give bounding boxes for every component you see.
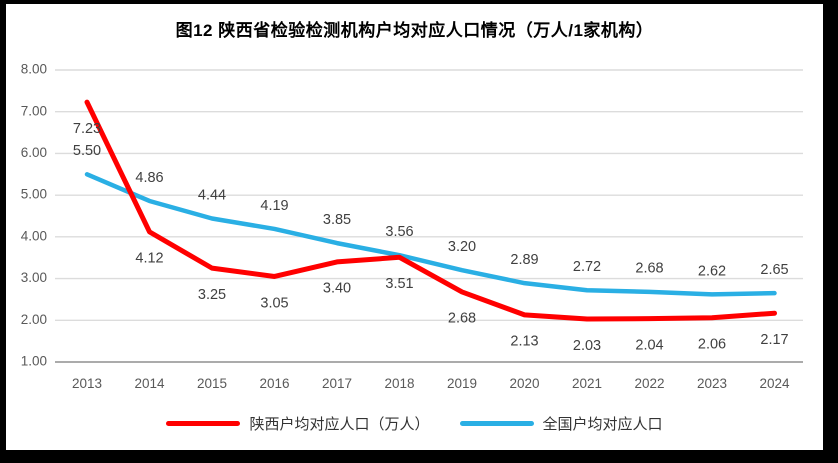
legend-item-national: 全国户均对应人口 [459,413,663,434]
legend-label-national: 全国户均对应人口 [542,415,663,433]
data-label-shaanxi: 2.03 [573,338,601,354]
y-tick-label: 7.00 [21,103,47,118]
chart-legend: 陕西户均对应人口（万人） 全国户均对应人口 [6,410,823,436]
x-tick-label: 2023 [697,376,727,391]
series-line-national [84,172,777,297]
x-tick-label: 2016 [259,376,289,391]
data-label-shaanxi: 3.40 [323,281,351,297]
x-tick-label: 2024 [759,376,790,391]
data-label-national: 2.72 [573,259,601,275]
data-label-national: 3.20 [448,239,476,255]
data-label-shaanxi: 3.51 [385,276,413,292]
data-label-shaanxi: 3.05 [260,295,288,311]
data-label-shaanxi: 2.06 [698,337,726,353]
data-label-shaanxi: 2.17 [760,332,788,348]
data-label-national: 4.19 [260,198,288,214]
y-tick-label: 6.00 [21,145,47,160]
data-label-national: 2.89 [510,252,538,268]
data-label-shaanxi: 7.23 [73,121,101,137]
x-tick-label: 2020 [509,376,539,391]
y-tick-label: 2.00 [21,312,47,327]
series-line-shaanxi [84,99,777,322]
data-label-national: 2.68 [635,261,663,277]
x-tick-label: 2014 [134,376,165,391]
y-tick-label: 5.00 [21,187,47,202]
x-tick-label: 2019 [447,376,477,391]
data-label-national: 2.65 [760,262,788,278]
legend-line-swatch-shaanxi [166,420,241,426]
data-label-national: 4.44 [198,187,226,203]
data-label-shaanxi: 2.04 [635,337,663,353]
x-tick-label: 2017 [322,376,352,391]
y-tick-label: 3.00 [21,270,47,285]
x-tick-label: 2021 [572,376,602,391]
chart-canvas [6,4,823,450]
data-label-national: 4.86 [135,170,163,186]
x-tick-label: 2022 [634,376,664,391]
data-label-national: 2.62 [698,263,726,279]
data-label-shaanxi: 2.13 [510,334,538,350]
data-label-shaanxi: 2.68 [448,311,476,327]
data-label-national: 3.56 [385,224,413,240]
data-label-national: 5.50 [73,143,101,159]
x-tick-label: 2015 [197,376,227,391]
data-label-shaanxi: 3.25 [198,287,226,303]
data-label-shaanxi: 4.12 [135,251,163,267]
data-label-national: 3.85 [323,212,351,228]
legend-line-swatch-national [459,420,534,426]
legend-label-shaanxi: 陕西户均对应人口（万人） [249,415,430,433]
x-tick-label: 2013 [72,376,102,391]
x-tick-label: 2018 [384,376,414,391]
legend-item-shaanxi: 陕西户均对应人口（万人） [166,413,430,434]
y-tick-label: 8.00 [21,62,47,77]
y-tick-label: 4.00 [21,228,47,243]
y-tick-label: 1.00 [21,354,47,369]
chart-title: 图12 陕西省检验检测机构户均对应人口情况（万人/1家机构） [175,21,654,40]
